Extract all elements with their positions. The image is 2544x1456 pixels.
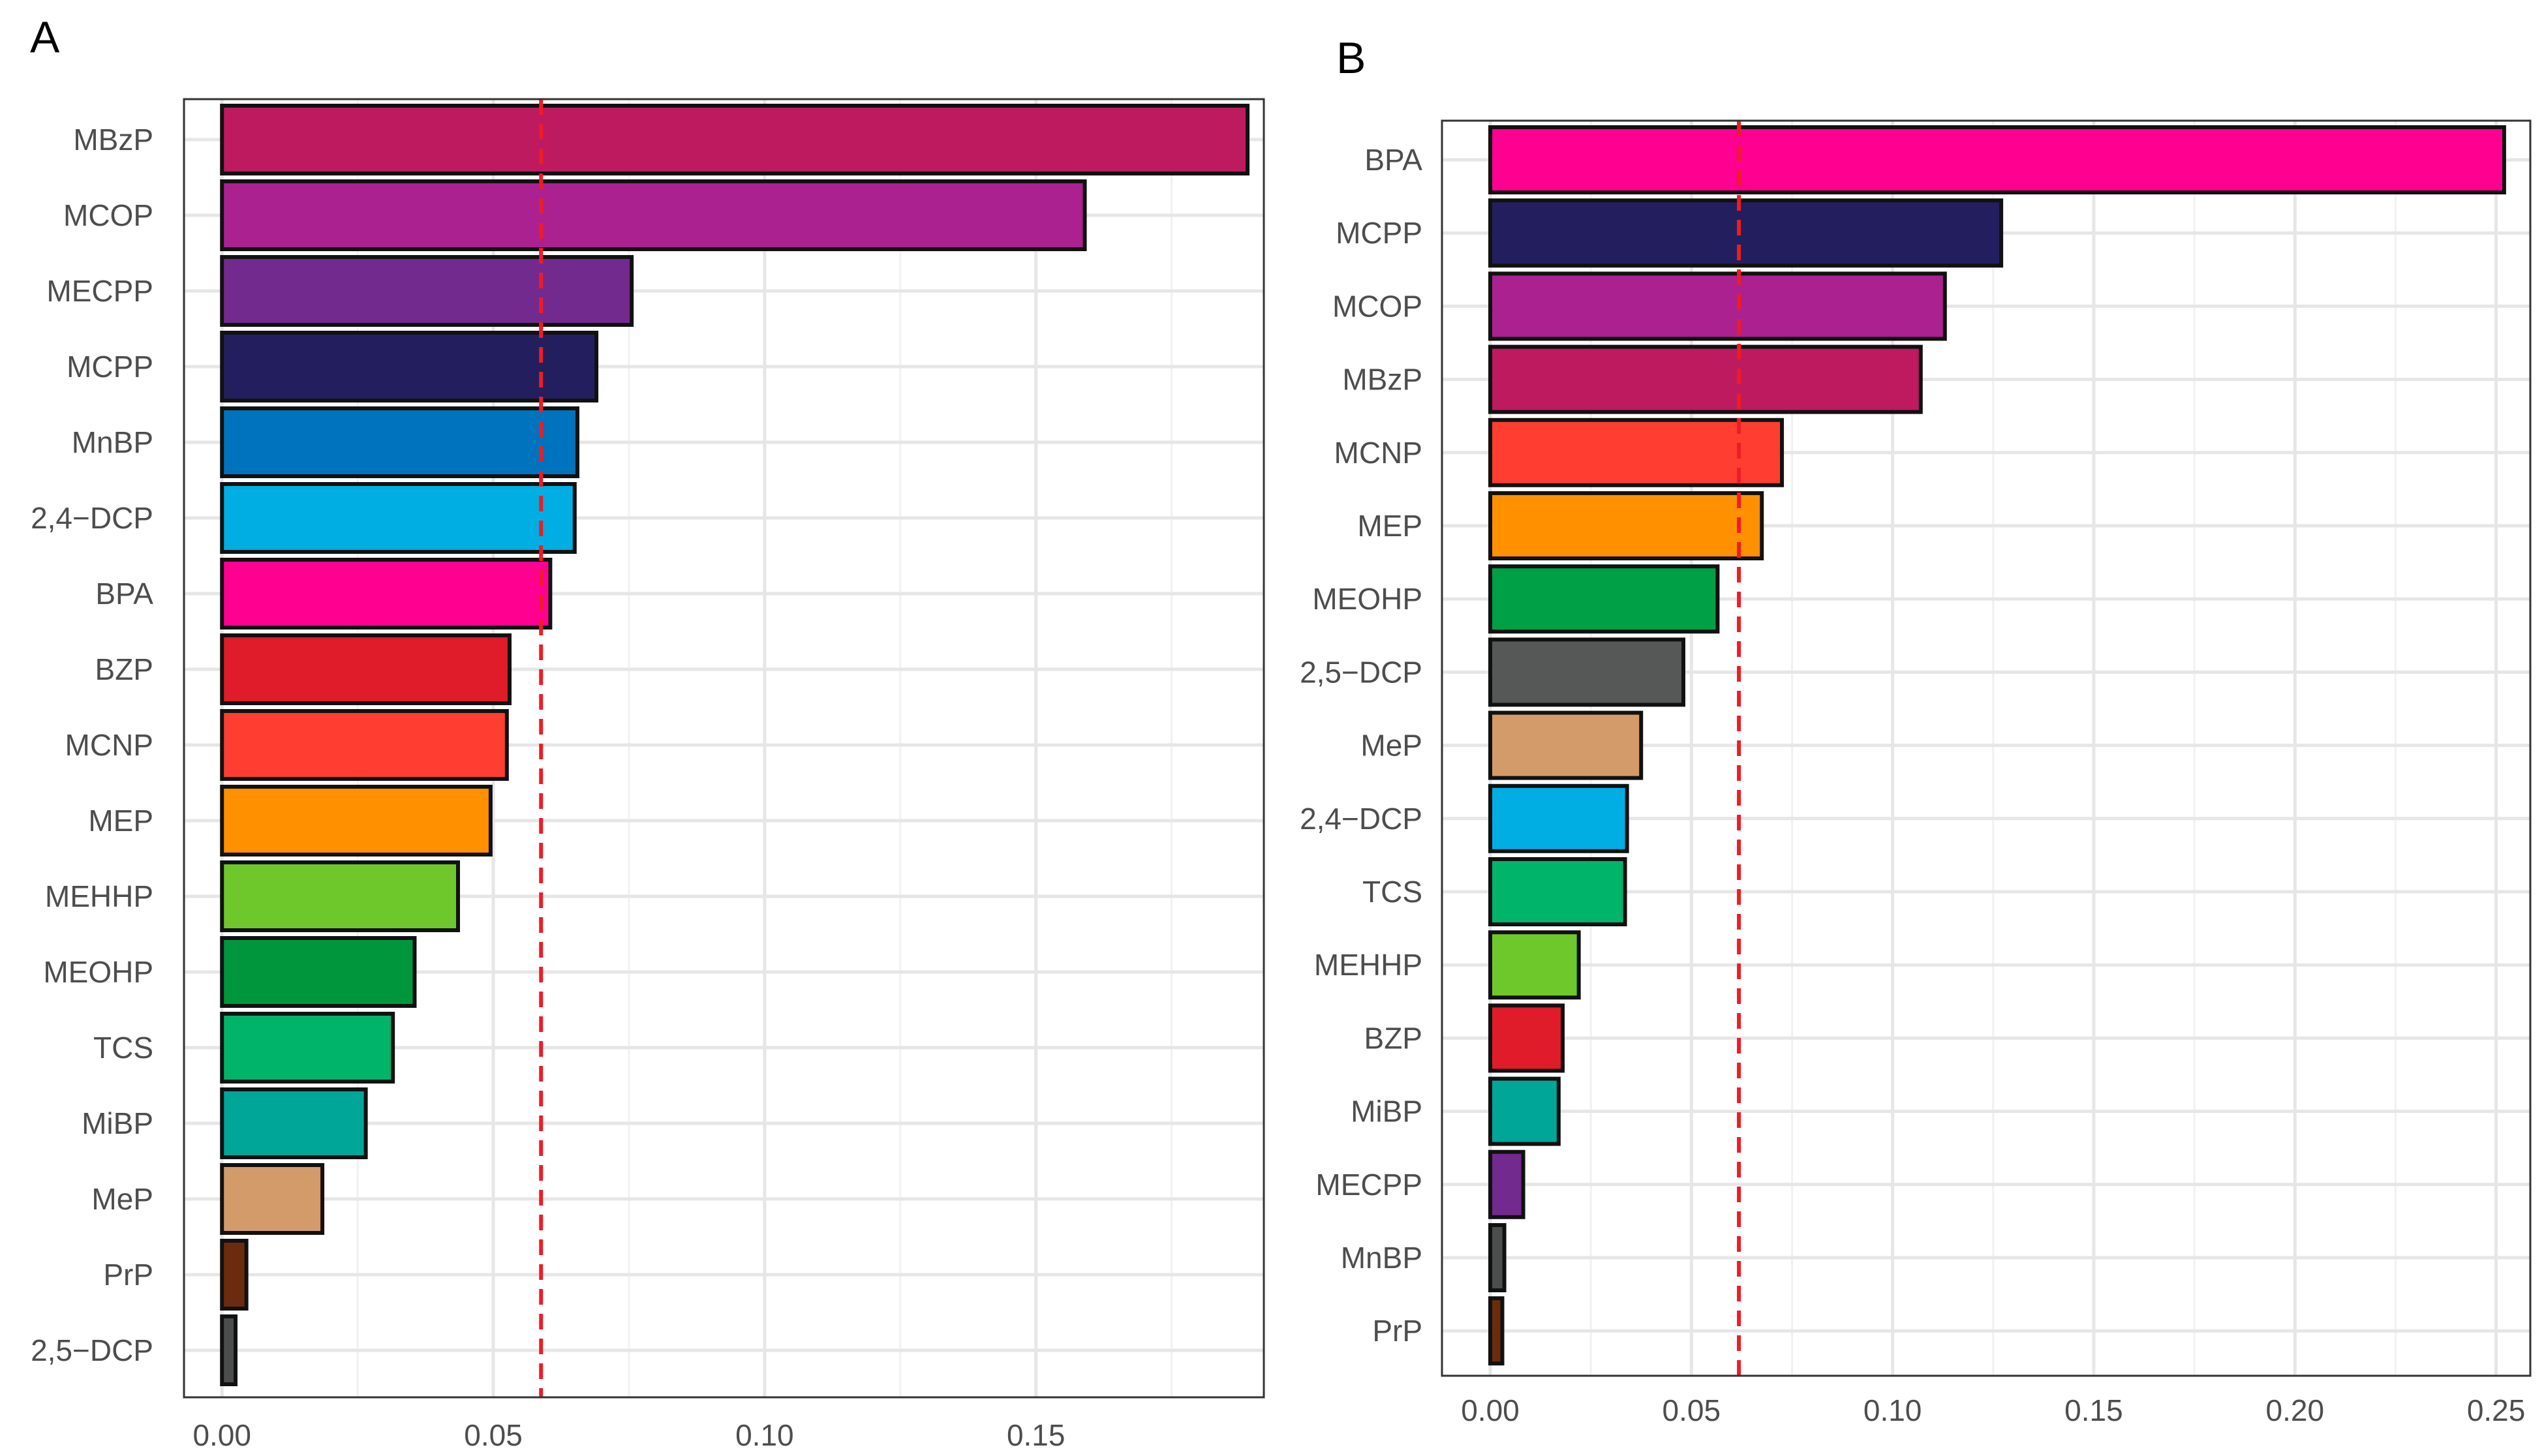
bar-b-10	[1488, 857, 1627, 926]
bar-b-8	[1488, 710, 1644, 780]
category-label: MeP	[91, 1182, 153, 1216]
panel-label-a: A	[30, 12, 60, 62]
bar-a-11	[220, 936, 417, 1008]
category-label: BPA	[95, 577, 153, 611]
x-tick-label: 0.05	[1663, 1393, 1721, 1427]
category-label: MeP	[1360, 729, 1422, 763]
chart-panel-b: BPA MCPP MCOP MBzP MCNP MEP MEOHP 2,5−DCP MeP 2,4…	[1300, 119, 2532, 1427]
bar-a-0	[220, 104, 1250, 175]
category-label: MCPP	[67, 350, 153, 384]
bar-b-1	[1488, 198, 2004, 268]
category-label: MiBP	[1351, 1095, 1422, 1129]
bar-b-9	[1488, 783, 1629, 853]
x-tick-label: 0.25	[2467, 1393, 2526, 1427]
bar-b-16	[1488, 1296, 1505, 1366]
bar-a-2	[220, 255, 634, 327]
x-tick-label: 0.00	[192, 1418, 251, 1452]
category-label: MEOHP	[43, 955, 153, 989]
panel-border	[1441, 119, 2532, 1377]
bar-a-5	[220, 482, 577, 554]
category-label: 2,4−DCP	[1300, 802, 1422, 836]
bar-b-2	[1488, 271, 1947, 341]
bar-a-8	[220, 709, 509, 781]
category-label: MnBP	[72, 425, 153, 459]
category-label: MECPP	[46, 274, 153, 308]
category-label: MEP	[88, 804, 153, 838]
bar-b-14	[1488, 1149, 1525, 1219]
category-label: BZP	[1364, 1021, 1422, 1055]
category-label: MCNP	[65, 728, 153, 762]
category-label: 2,4−DCP	[31, 501, 153, 535]
bar-b-4	[1488, 417, 1785, 487]
category-label: MECPP	[1315, 1168, 1422, 1202]
category-label: MCOP	[1332, 289, 1422, 323]
bar-a-3	[220, 331, 599, 402]
category-label: PrP	[1372, 1314, 1422, 1348]
bar-a-6	[220, 558, 553, 629]
category-label: TCS	[93, 1031, 153, 1065]
category-label: MnBP	[1341, 1241, 1422, 1275]
panel-border	[183, 98, 1265, 1399]
category-label: MCNP	[1334, 436, 1422, 470]
category-label: MEHHP	[45, 879, 153, 913]
bar-a-14	[220, 1163, 325, 1235]
category-label: MEOHP	[1312, 582, 1422, 616]
bar-b-5	[1488, 491, 1764, 560]
category-label: BPA	[1364, 143, 1422, 177]
category-label: MCOP	[63, 198, 153, 232]
bar-a-13	[220, 1087, 368, 1159]
category-label: MEP	[1357, 509, 1422, 543]
category-label: MCPP	[1336, 216, 1422, 250]
x-tick-label: 0.10	[735, 1418, 794, 1452]
bar-b-3	[1488, 344, 1923, 414]
bar-a-4	[220, 406, 579, 478]
x-tick-label: 0.20	[2266, 1393, 2325, 1427]
category-label: MBzP	[1342, 363, 1422, 397]
bar-a-1	[220, 179, 1087, 251]
chart-panel-a: MBzP MCOP MECPP MCPP MnBP 2,4−DCP BPA BZP MCNP ME…	[31, 98, 1265, 1452]
x-tick-label: 0.10	[1863, 1393, 1922, 1427]
bar-b-12	[1488, 1003, 1565, 1073]
category-label: 2,5−DCP	[1300, 655, 1422, 689]
x-tick-label: 0.05	[464, 1418, 523, 1452]
x-tick-label: 0.15	[1007, 1418, 1065, 1452]
bar-a-16	[220, 1314, 238, 1386]
category-label: MEHHP	[1314, 948, 1422, 982]
bar-a-9	[220, 785, 493, 857]
bar-b-13	[1488, 1076, 1561, 1146]
bar-a-7	[220, 633, 512, 705]
category-label: MBzP	[73, 123, 153, 157]
category-label: MiBP	[82, 1106, 153, 1140]
bar-b-11	[1488, 930, 1581, 1000]
bar-b-7	[1488, 637, 1685, 707]
x-tick-label: 0.15	[2064, 1393, 2123, 1427]
category-label: PrP	[103, 1258, 153, 1292]
bar-a-10	[220, 860, 460, 932]
bar-b-15	[1488, 1223, 1507, 1292]
category-label: BZP	[95, 652, 153, 686]
panel-label-b: B	[1336, 33, 1366, 83]
bar-a-12	[220, 1012, 395, 1084]
bar-b-6	[1488, 564, 1720, 634]
x-tick-label: 0.00	[1461, 1393, 1520, 1427]
category-label: 2,5−DCP	[31, 1333, 153, 1367]
category-label: TCS	[1362, 875, 1422, 909]
bar-b-0	[1488, 125, 2506, 194]
bar-a-15	[220, 1239, 249, 1311]
